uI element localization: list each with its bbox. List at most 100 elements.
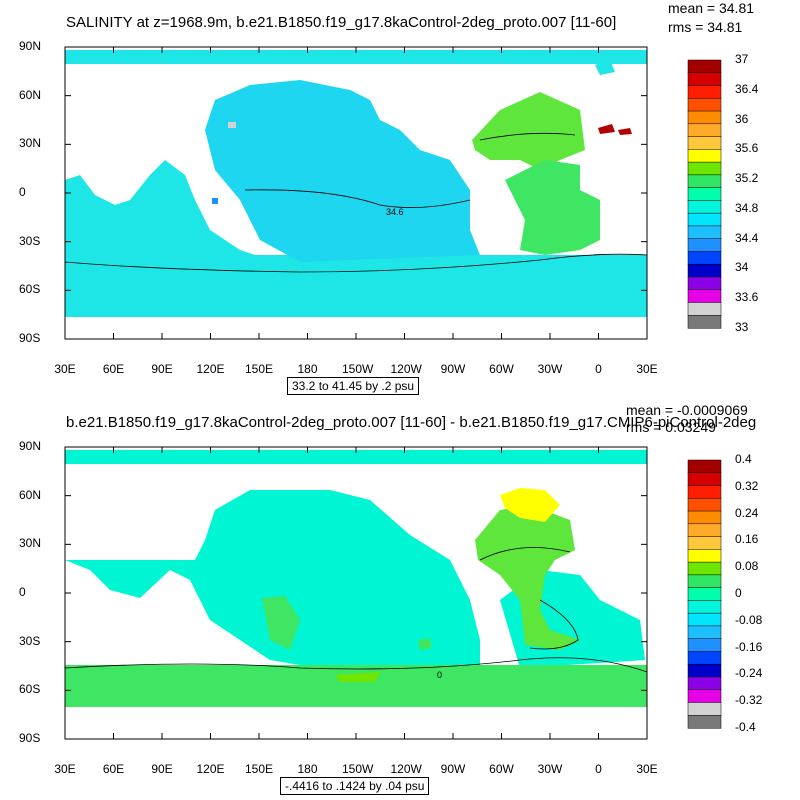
colorbar-label: 0.4: [735, 452, 752, 466]
colorbar-label: -0.24: [735, 666, 763, 681]
lon-tick-label: 60W: [489, 362, 514, 376]
lon-tick-label: 30E: [54, 762, 76, 776]
colorbar-label: -0.32: [735, 693, 763, 708]
colorbar-swatch: [687, 472, 722, 487]
colorbar-swatch: [687, 485, 722, 499]
rms-readout: rms = 34.81: [668, 19, 743, 35]
lat-tick-label: 30N: [19, 136, 42, 151]
ocean-fill: [65, 50, 647, 317]
lon-tick-label: 180: [297, 762, 318, 776]
lat-tick-label: 90N: [19, 39, 42, 53]
colorbar-swatch: [687, 625, 722, 640]
colorbar-swatch: [687, 238, 722, 252]
colorbar-label: 35.6: [735, 141, 759, 156]
lon-tick-label: 60W: [489, 762, 514, 776]
colorbar-swatch: [687, 251, 722, 265]
lat-tick-label: 90S: [19, 731, 41, 745]
colorbar-swatch: [687, 702, 722, 716]
colorbar-label: 34.4: [735, 230, 759, 245]
colorbar-label: 0.16: [735, 532, 759, 547]
colorbar-label: 34: [735, 260, 749, 275]
lon-tick-label: 30W: [537, 362, 563, 376]
lat-tick-label: 90N: [19, 439, 42, 453]
colorbar-swatch: [687, 149, 722, 163]
colorbar-swatch: [687, 714, 722, 729]
colorbar-swatch: [687, 459, 722, 474]
colorbar-label: -0.4: [735, 720, 756, 734]
colorbar-swatch: [687, 110, 722, 125]
colorbar-swatch: [687, 574, 722, 589]
colorbar-label: 37: [735, 52, 749, 66]
colorbar-swatch: [687, 276, 722, 291]
lon-tick-label: 90W: [440, 362, 466, 376]
colorbar-swatch: [687, 59, 722, 74]
panel-title: b.e21.B1850.f19_g17.8kaControl-2deg_prot…: [66, 414, 757, 431]
colorbar-label: 0: [735, 586, 742, 600]
colorbar-swatch: [687, 689, 722, 704]
colorbar-swatch: [687, 663, 722, 678]
lat-tick-label: 0: [19, 185, 26, 199]
lon-tick-label: 60E: [102, 362, 125, 376]
lon-tick-label: 30E: [636, 762, 658, 776]
lon-tick-label: 120E: [196, 362, 225, 376]
colorbar-swatch: [687, 187, 722, 201]
colorbar: [687, 59, 722, 329]
colorbar-swatch: [687, 225, 722, 240]
lon-tick-label: 120W: [390, 762, 422, 776]
colorbar-swatch: [687, 136, 722, 150]
lon-tick-label: 30E: [54, 362, 76, 376]
axis-ticks: [64, 446, 648, 740]
contour-label: 34.6: [386, 207, 404, 217]
colorbar-swatch: [687, 638, 722, 652]
lat-tick-label: 30S: [19, 233, 41, 248]
lon-tick-label: 90E: [151, 762, 173, 776]
contour-info-box: -.4416 to .1424 by .04 psu: [280, 777, 430, 795]
colorbar-label: 33: [735, 320, 749, 334]
rms-readout: rms = 0.03249: [626, 419, 716, 435]
lat-tick-label: 60N: [19, 487, 42, 502]
lon-tick-label: 150W: [342, 362, 374, 376]
colorbar-swatch: [687, 523, 722, 538]
colorbar-swatch: [687, 676, 722, 691]
colorbar: [687, 459, 722, 729]
colorbar-swatch: [687, 651, 722, 665]
lat-tick-label: 90S: [19, 331, 41, 345]
colorbar-swatch: [687, 561, 722, 576]
colorbar-swatch: [687, 536, 722, 550]
colorbar-swatch: [687, 263, 722, 278]
lon-tick-label: 30E: [636, 362, 658, 376]
lat-tick-label: 60N: [19, 87, 42, 102]
colorbar-label: -0.08: [735, 612, 763, 627]
axis-ticks: [64, 46, 648, 340]
map-panel-salinity: 34.6: [64, 46, 722, 340]
lon-tick-label: 120W: [390, 362, 422, 376]
lon-tick-label: 150E: [245, 362, 274, 376]
lon-tick-label: 150W: [342, 762, 374, 776]
colorbar-label: 35.2: [735, 171, 759, 186]
ocean-fill: [65, 450, 647, 707]
lat-tick-label: 60S: [19, 682, 41, 697]
lat-tick-label: 30N: [19, 536, 42, 551]
colorbar-swatch: [687, 174, 722, 189]
lon-tick-label: 90W: [440, 762, 466, 776]
colorbar-label: 0.08: [735, 559, 759, 574]
contour-info-box: 33.2 to 41.45 by .2 psu: [287, 377, 420, 395]
colorbar-swatch: [687, 98, 722, 112]
lat-tick-label: 30S: [19, 633, 41, 648]
contour-label: 0: [437, 670, 442, 680]
lon-tick-label: 120E: [196, 762, 225, 776]
colorbar-label: 0.32: [735, 478, 759, 493]
lon-tick-label: 180: [297, 362, 318, 376]
colorbar-swatch: [687, 314, 722, 329]
colorbar-label: 33.6: [735, 290, 759, 305]
colorbar-swatch: [687, 161, 722, 176]
colorbar-swatch: [687, 549, 722, 563]
map-panel-difference: 0: [64, 446, 722, 740]
colorbar-swatch: [687, 72, 722, 87]
colorbar-swatch: [687, 600, 722, 614]
lon-tick-label: 60E: [102, 762, 125, 776]
mean-readout: mean = -0.0009069: [626, 402, 748, 418]
colorbar-swatch: [687, 612, 722, 627]
colorbar-swatch: [687, 510, 722, 525]
